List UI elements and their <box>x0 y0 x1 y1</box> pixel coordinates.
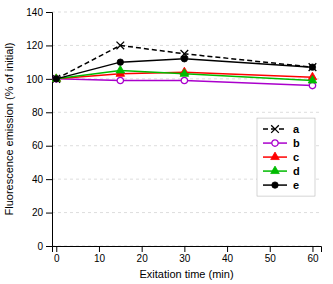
tick-mark <box>46 112 52 113</box>
point <box>309 64 315 70</box>
tick: 140 <box>26 7 52 18</box>
legend-frame <box>257 118 315 196</box>
grid <box>52 12 321 246</box>
tick-label: 140 <box>26 7 43 18</box>
tick-label: 10 <box>94 253 106 264</box>
tick: 50 <box>265 246 277 264</box>
tick-mark <box>312 246 313 252</box>
point <box>53 76 59 82</box>
marks <box>52 42 317 89</box>
point <box>53 76 59 82</box>
grid-line <box>52 45 321 46</box>
legend-label: d <box>293 165 300 177</box>
legend-item: d <box>263 165 300 177</box>
legend-item: a <box>263 123 300 135</box>
point <box>181 56 187 62</box>
legend: abcde <box>257 118 315 196</box>
tick: 10 <box>94 246 106 264</box>
chart: 0 10 20 30 40 50 60 0 20 40 60 80 100 120 140 abcde Exit… <box>0 0 333 284</box>
x-axis: 0 10 20 30 40 50 60 <box>53 246 322 264</box>
point <box>52 74 61 81</box>
point <box>181 77 187 83</box>
tick-mark <box>270 246 271 252</box>
legend-label: c <box>293 151 299 163</box>
grid-line <box>52 12 321 13</box>
tick-label: 20 <box>32 207 44 218</box>
tick: 0 <box>37 241 52 252</box>
legend-marker <box>272 182 278 188</box>
legend-item: c <box>263 151 299 163</box>
y-axis: 0 20 40 60 80 100 120 140 <box>26 7 52 252</box>
tick-label: 40 <box>32 174 44 185</box>
legend-item: e <box>263 179 299 191</box>
tick: 0 <box>54 246 60 264</box>
tick-mark <box>46 179 52 180</box>
tick-mark <box>46 12 52 13</box>
legend-marker <box>271 166 280 173</box>
legend-marker <box>271 152 280 159</box>
grid-line <box>52 112 321 113</box>
y-axis-title: Fluorescence emission (% of initial) <box>3 42 15 215</box>
tick: 20 <box>137 246 149 264</box>
point <box>116 66 125 73</box>
tick: 60 <box>32 140 52 151</box>
tick: 30 <box>179 246 191 264</box>
tick-mark <box>142 246 143 252</box>
tick-mark <box>56 246 57 252</box>
tick: 40 <box>32 174 52 185</box>
tick-mark <box>46 246 52 247</box>
tick-mark <box>227 246 228 252</box>
axis-line <box>46 13 53 247</box>
tick-label: 20 <box>137 253 149 264</box>
tick: 20 <box>32 207 52 218</box>
point <box>52 74 61 81</box>
tick-label: 40 <box>222 253 234 264</box>
tick-label: 120 <box>26 40 43 51</box>
grid-line <box>52 212 321 213</box>
point <box>117 77 123 83</box>
tick-mark <box>46 146 52 147</box>
tick: 100 <box>26 74 52 85</box>
tick-mark <box>99 246 100 252</box>
tick: 60 <box>307 246 319 264</box>
legend-item: b <box>263 137 300 149</box>
tick-mark <box>46 79 52 80</box>
tick-mark <box>184 246 185 252</box>
point <box>116 42 124 50</box>
legend-label: e <box>293 179 299 191</box>
x-axis-title: Exitation time (min) <box>139 268 233 280</box>
legend-marker <box>271 125 279 133</box>
tick: 80 <box>32 107 52 118</box>
legend-marker <box>272 140 278 146</box>
tick-mark <box>46 213 52 214</box>
tick-label: 0 <box>54 253 60 264</box>
legend-label: b <box>293 137 300 149</box>
tick-label: 30 <box>179 253 191 264</box>
legend-label: a <box>293 123 300 135</box>
point <box>309 63 317 71</box>
tick-label: 60 <box>307 253 319 264</box>
tick-label: 80 <box>32 107 44 118</box>
axis-line <box>53 247 322 253</box>
tick-label: 100 <box>26 74 43 85</box>
tick-label: 50 <box>265 253 277 264</box>
tick-mark <box>46 45 52 46</box>
point <box>180 69 189 76</box>
tick: 40 <box>222 246 234 264</box>
tick: 120 <box>26 40 52 51</box>
point <box>117 59 123 65</box>
tick-label: 0 <box>37 241 43 252</box>
point <box>308 76 317 83</box>
tick-label: 60 <box>32 140 44 151</box>
plot: 0 10 20 30 40 50 60 0 20 40 60 80 100 120 140 abcde <box>26 7 321 264</box>
